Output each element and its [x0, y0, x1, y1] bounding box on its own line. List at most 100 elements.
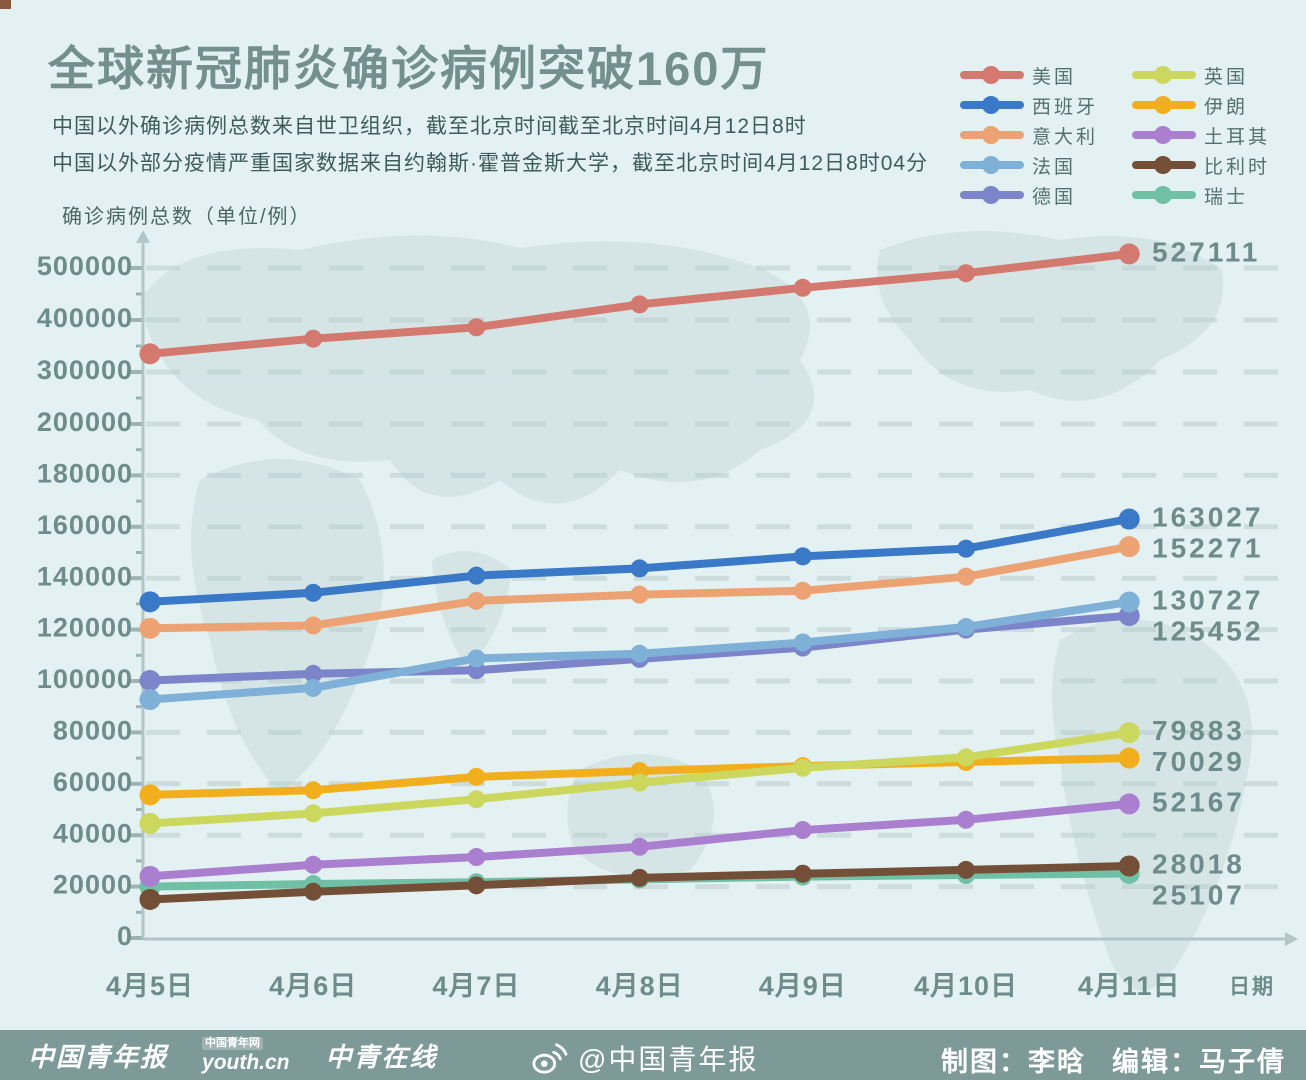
china-youth-daily-logo: 中国青年报: [28, 1041, 169, 1072]
end-value-label-土耳其: 52167: [1152, 786, 1245, 817]
legend-label: 意大利: [1032, 126, 1099, 148]
legend-swatch: [960, 66, 1024, 84]
data-point-土耳其: [139, 865, 161, 887]
y-tick-label: 100000: [37, 664, 133, 694]
data-point-西班牙: [304, 583, 323, 602]
y-tick-label: 180000: [37, 459, 133, 489]
end-value-label-德国: 125452: [1152, 615, 1263, 646]
data-point-英国: [467, 790, 486, 809]
data-point-美国: [139, 343, 161, 365]
legend-swatch: [1132, 186, 1196, 204]
data-point-比利时: [304, 882, 323, 901]
end-value-label-伊朗: 70029: [1152, 746, 1245, 777]
legend-dot: [982, 186, 1000, 204]
y-axis-title: 确诊病例总数（单位/例）: [62, 206, 312, 228]
data-point-美国: [957, 264, 975, 283]
youth-cn-logo: 中国青年网 youth.cn: [202, 1037, 290, 1073]
legend-item-意大利: 意大利: [960, 120, 1132, 150]
data-point-意大利: [957, 567, 975, 586]
data-point-意大利: [793, 581, 812, 600]
legend-swatch: [960, 186, 1024, 204]
data-point-比利时: [957, 860, 975, 879]
legend-dot: [982, 126, 1000, 144]
data-point-德国: [304, 664, 323, 683]
y-tick-label: 140000: [37, 561, 133, 591]
credit-design: 制图：李晗: [941, 1047, 1086, 1077]
legend-dot: [982, 96, 1000, 114]
source-note-who: 中国以外确诊病例总数来自世卫组织，截至北京时间截至北京时间4月12日8时: [52, 115, 807, 138]
x-tick-label: 4月11日: [1078, 971, 1181, 1001]
y-tick-label: 40000: [53, 818, 133, 848]
x-tick-label: 4月5日: [106, 971, 194, 1001]
x-tick-label: 4月10日: [914, 971, 1018, 1001]
line-chart: 0 20000 40000 60000 80000 100000 120000 140000 1…: [37, 230, 1298, 1001]
y-tick-label: 80000: [53, 716, 133, 746]
legend-dot: [1154, 66, 1172, 84]
data-point-法国: [467, 649, 486, 668]
youth-cn-logo-top: 中国青年网: [202, 1037, 264, 1050]
legend-label: 比利时: [1204, 156, 1271, 178]
data-point-英国: [793, 758, 812, 777]
y-tick-label: 160000: [37, 510, 133, 540]
legend-label: 英国: [1204, 66, 1249, 88]
end-value-label-意大利: 152271: [1152, 532, 1263, 563]
legend-column: 英国伊朗土耳其比利时瑞士: [1132, 60, 1270, 210]
data-point-美国: [304, 329, 323, 348]
x-tick-label: 4月7日: [432, 971, 520, 1001]
legend-label: 美国: [1032, 66, 1077, 88]
data-point-意大利: [467, 591, 486, 610]
data-point-美国: [630, 295, 649, 314]
data-point-西班牙: [467, 566, 486, 585]
legend-label: 土耳其: [1204, 126, 1271, 148]
end-value-label-瑞士: 25107: [1152, 879, 1245, 910]
corner-mark: [0, 0, 11, 9]
y-tick-label: 500000: [37, 251, 133, 281]
legend-item-比利时: 比利时: [1132, 150, 1270, 180]
legend-swatch: [1132, 126, 1196, 144]
data-point-法国: [630, 644, 649, 663]
weibo-handle: @中国青年报: [578, 1044, 759, 1075]
data-point-英国: [957, 748, 975, 767]
data-point-伊朗: [304, 781, 323, 800]
legend-dot: [982, 156, 1000, 174]
data-point-美国: [1118, 243, 1140, 265]
x-axis-title: 日期: [1229, 976, 1275, 999]
footer-bar: 中国青年报 中国青年网 youth.cn 中青在线: [0, 1030, 1306, 1080]
legend-item-英国: 英国: [1132, 60, 1270, 90]
legend-dot: [1154, 156, 1172, 174]
legend-swatch: [960, 126, 1024, 144]
data-point-法国: [793, 633, 812, 652]
weibo-icon: [532, 1043, 568, 1074]
data-point-英国: [630, 773, 649, 792]
data-point-比利时: [139, 888, 161, 910]
data-point-比利时: [793, 864, 812, 883]
data-point-比利时: [630, 868, 649, 887]
data-point-美国: [793, 278, 812, 297]
legend-swatch: [960, 96, 1024, 114]
zhongqing-online-logo: 中青在线: [325, 1041, 438, 1072]
data-point-法国: [139, 689, 161, 711]
end-value-label-美国: 527111: [1152, 236, 1260, 267]
data-point-土耳其: [1118, 793, 1140, 815]
data-point-土耳其: [304, 855, 323, 874]
data-point-英国: [304, 804, 323, 823]
legend-label: 伊朗: [1204, 96, 1249, 118]
data-point-西班牙: [139, 591, 161, 613]
data-point-土耳其: [467, 848, 486, 867]
y-axis-arrow: [136, 230, 150, 243]
page-title: 全球新冠肺炎确诊病例突破160万: [48, 42, 770, 95]
legend-label: 瑞士: [1204, 186, 1249, 208]
data-point-伊朗: [467, 767, 486, 786]
data-point-土耳其: [793, 821, 812, 840]
end-value-label-英国: 79883: [1152, 715, 1245, 746]
data-point-伊朗: [139, 784, 161, 806]
x-axis-arrow: [1285, 932, 1298, 946]
y-tick-label: 0: [117, 921, 133, 951]
credits: 制图：李晗 编辑：马子倩: [915, 1040, 1286, 1079]
end-value-label-西班牙: 163027: [1152, 501, 1263, 532]
data-point-意大利: [1118, 536, 1140, 558]
y-tick-label: 20000: [53, 870, 133, 900]
legend-item-瑞士: 瑞士: [1132, 180, 1270, 210]
data-point-土耳其: [630, 837, 649, 856]
